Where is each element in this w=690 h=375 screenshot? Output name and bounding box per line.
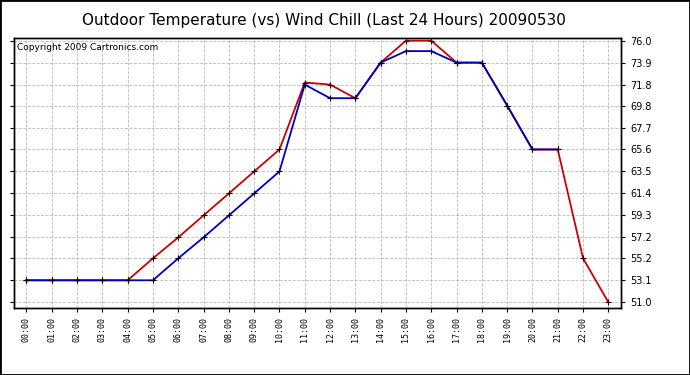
Text: Outdoor Temperature (vs) Wind Chill (Last 24 Hours) 20090530: Outdoor Temperature (vs) Wind Chill (Las… [82,13,566,28]
Text: Copyright 2009 Cartronics.com: Copyright 2009 Cartronics.com [17,43,158,52]
